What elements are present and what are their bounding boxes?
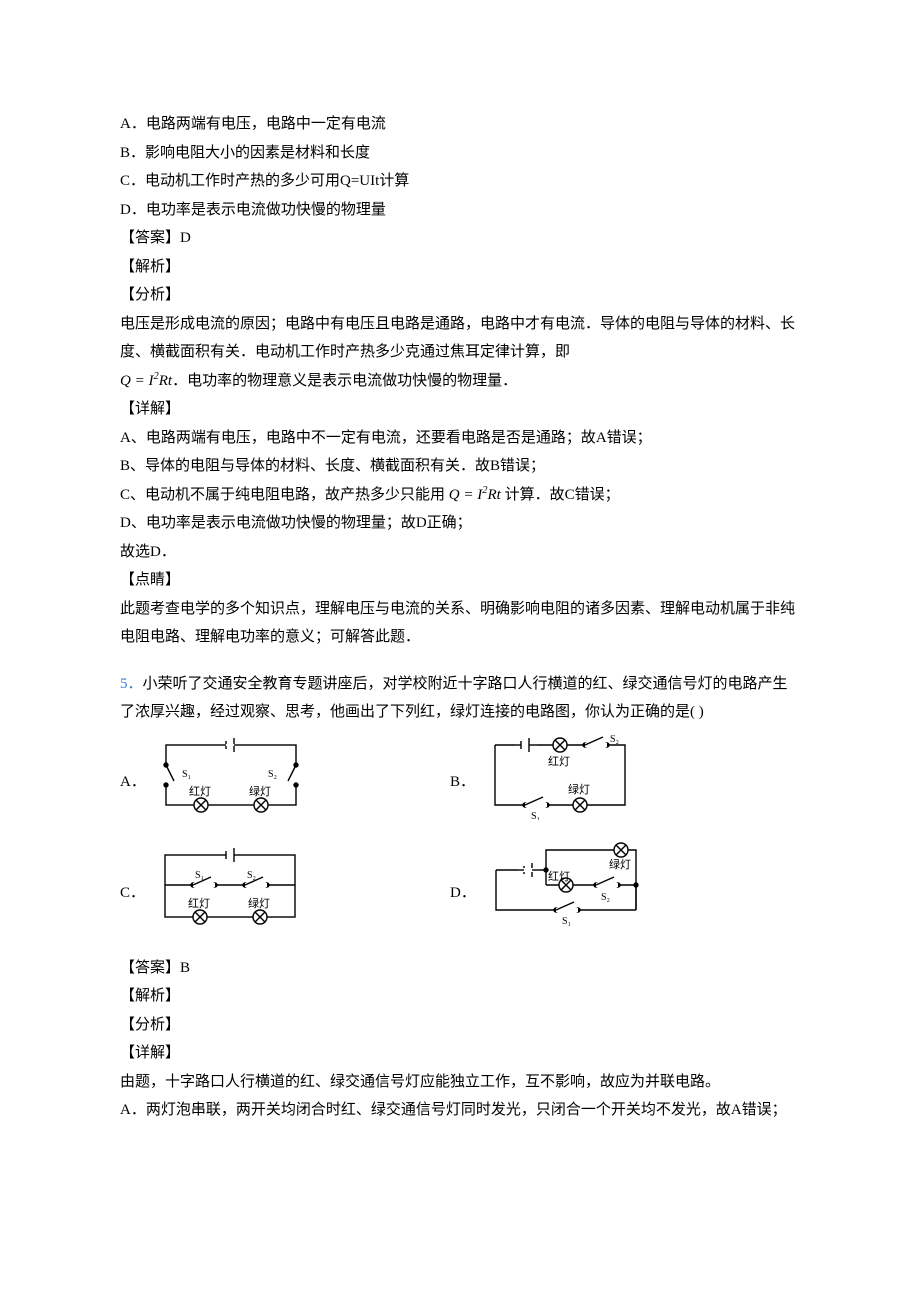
circuit-diagram-b: S₂ 红灯 绿灯 S₁ (485, 735, 635, 831)
svg-text:绿灯: 绿灯 (568, 782, 590, 796)
svg-text:绿灯: 绿灯 (609, 857, 631, 871)
svg-text:S₂: S₂ (247, 870, 256, 881)
q4-answer: 【答案】D (120, 224, 800, 253)
q4-choose: 故选D． (120, 538, 800, 567)
q5-xiangjie-label: 【详解】 (120, 1039, 800, 1068)
q4-analysis-p2: Q = I2Rt．电功率的物理意义是表示电流做功快慢的物理量． (120, 367, 800, 396)
q4-option-c: C．电动机工作时产热的多少可用Q=UIt计算 (120, 167, 800, 196)
q5-detail-intro: 由题，十字路口人行横道的红、绿交通信号灯应能独立工作，互不影响，故应为并联电路。 (120, 1068, 800, 1097)
circuit-diagram-c: S₁ S₂ 红灯 绿灯 (155, 845, 305, 941)
q4-option-b: B．影响电阻大小的因素是材料和长度 (120, 139, 800, 168)
q5-stem: 5．小荣听了交通安全教育专题讲座后，对学校附近十字路口人行横道的红、绿交通信号灯… (120, 670, 800, 727)
q4-fenxi-label: 【分析】 (120, 281, 800, 310)
q4-jiexi-label: 【解析】 (120, 253, 800, 282)
svg-text:S₁: S₁ (182, 769, 191, 780)
svg-text:红灯: 红灯 (188, 897, 210, 910)
q5-detail-a: A．两灯泡串联，两开关均闭合时红、绿交通信号灯同时发光，只闭合一个开关均不发光，… (120, 1096, 800, 1125)
q4-detail-a: A、电路两端有电压，电路中不一定有电流，还要看电路是否是通路；故A错误； (120, 424, 800, 453)
q5-label-a: A． (120, 768, 146, 797)
svg-text:红灯: 红灯 (189, 785, 211, 798)
svg-text:绿灯: 绿灯 (249, 784, 271, 798)
circuit-diagram-d: 绿灯 红灯 S₂ S₁ (486, 840, 646, 946)
q4-analysis-p1: 电压是形成电流的原因；电路中有电压且电路是通路，电路中才有电流．导体的电阻与导体… (120, 310, 800, 367)
q5-jiexi-label: 【解析】 (120, 982, 800, 1011)
q4-dianjing-text: 此题考查电学的多个知识点，理解电压与电流的关系、明确影响电阻的诸多因素、理解电动… (120, 595, 800, 652)
svg-text:S₁: S₁ (562, 916, 571, 927)
svg-text:红灯: 红灯 (548, 755, 570, 768)
svg-text:S₂: S₂ (268, 769, 277, 780)
q4-detail-c-post: 计算．故C错误； (501, 487, 620, 503)
q4-detail-b: B、导体的电阻与导体的材料、长度、横截面积有关．故B错误； (120, 452, 800, 481)
q4-dianjing-label: 【点睛】 (120, 566, 800, 595)
q5-option-d: D． (450, 838, 650, 948)
q5-option-a: A． (120, 733, 450, 833)
q5-number: 5． (120, 676, 143, 692)
svg-text:S₁: S₁ (195, 870, 204, 881)
q4-option-d: D．电功率是表示电流做功快慢的物理量 (120, 196, 800, 225)
q4-detail-d: D、电功率是表示电流做功快慢的物理量；故D正确； (120, 509, 800, 538)
q5-fenxi-label: 【分析】 (120, 1011, 800, 1040)
q4-xiangjie-label: 【详解】 (120, 395, 800, 424)
q5-stem-text: 小荣听了交通安全教育专题讲座后，对学校附近十字路口人行横道的红、绿交通信号灯的电… (120, 676, 788, 721)
q5-label-b: B． (450, 768, 475, 797)
formula-q-i2rt-2: Q = I2Rt (449, 487, 501, 503)
q5-label-c: C． (120, 879, 145, 908)
formula-q-i2rt: Q = I2Rt (120, 373, 172, 389)
q5-option-c: C． (120, 838, 450, 948)
q5-label-d: D． (450, 879, 476, 908)
q4-detail-c-pre: C、电动机不属于纯电阻电路，故产热多少只能用 (120, 487, 449, 503)
svg-text:S₂: S₂ (601, 892, 610, 903)
q4-analysis-p2-tail: ．电功率的物理意义是表示电流做功快慢的物理量． (172, 373, 517, 389)
q5-option-b: B． (450, 733, 639, 833)
q4-option-a: A．电路两端有电压，电路中一定有电流 (120, 110, 800, 139)
q5-answer: 【答案】B (120, 954, 800, 983)
svg-text:红灯: 红灯 (548, 870, 570, 883)
svg-text:S₂: S₂ (610, 735, 619, 745)
circuit-diagram-a: S₁ S₂ 红灯 绿灯 (156, 735, 306, 831)
q4-detail-c: C、电动机不属于纯电阻电路，故产热多少只能用 Q = I2Rt 计算．故C错误； (120, 481, 800, 510)
svg-text:S₁: S₁ (531, 811, 540, 820)
svg-text:绿灯: 绿灯 (248, 896, 270, 910)
